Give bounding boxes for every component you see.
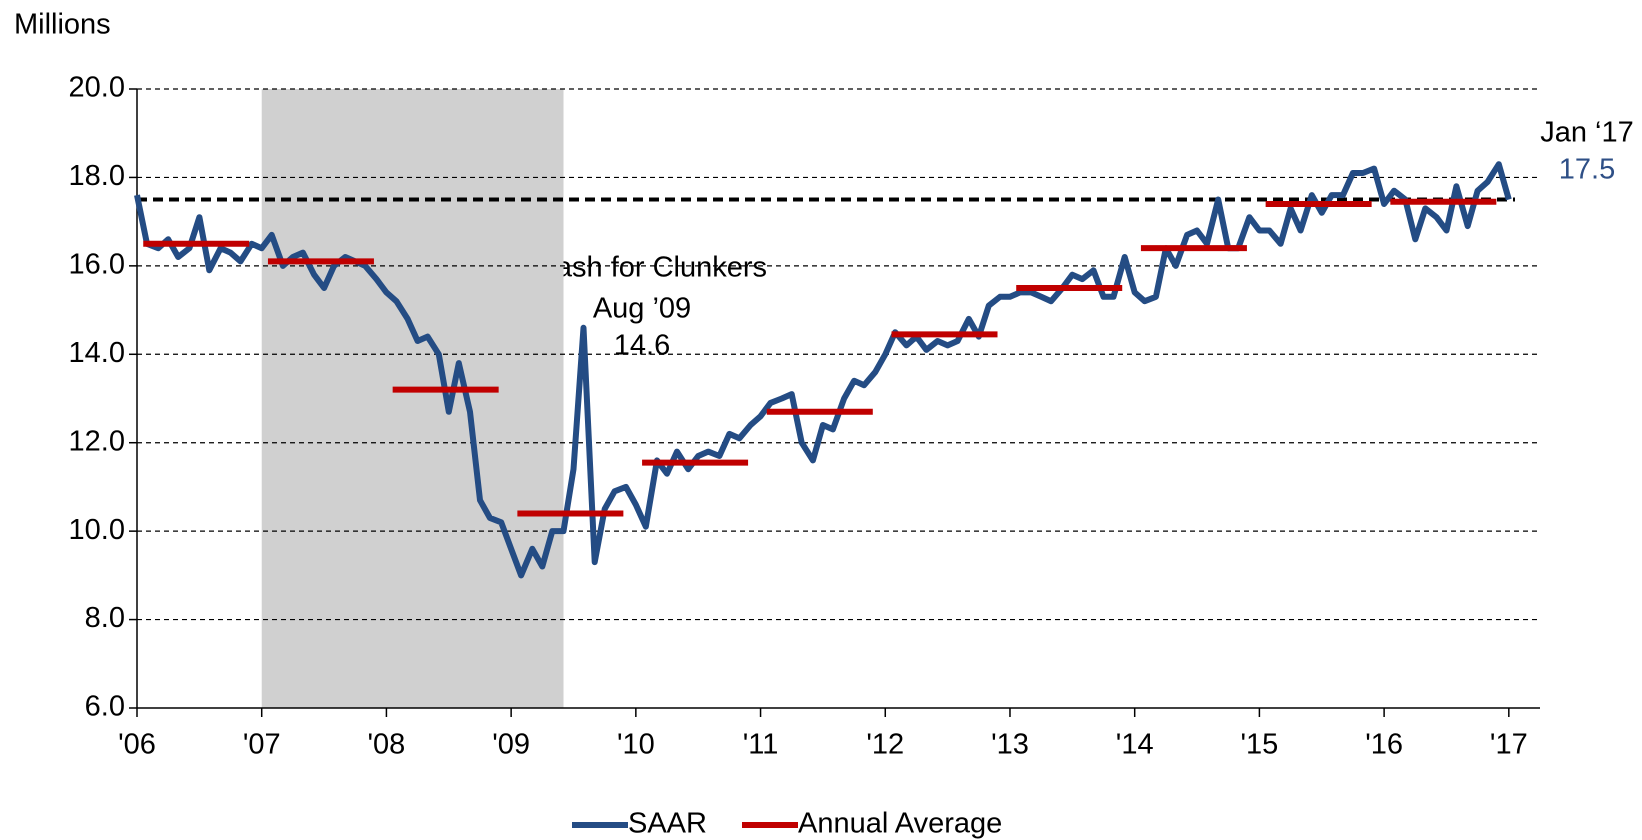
annotation: 14.6 bbox=[614, 330, 670, 362]
annotation: Jan ‘17 bbox=[1540, 117, 1634, 149]
x-tick-label: '11 bbox=[743, 729, 779, 761]
x-tick-label: '06 bbox=[118, 729, 156, 761]
recession-shading bbox=[261, 89, 564, 708]
y-tick-label: 16.0 bbox=[69, 249, 125, 281]
y-tick-label: 20.0 bbox=[69, 72, 125, 104]
x-tick-label: '12 bbox=[866, 729, 904, 761]
x-tick-label: '10 bbox=[617, 729, 655, 761]
x-tick-label: '15 bbox=[1241, 729, 1279, 761]
y-unit-label: Millions bbox=[14, 9, 111, 41]
y-tick-label: 12.0 bbox=[69, 425, 125, 457]
y-tick-label: 6.0 bbox=[85, 691, 125, 723]
x-tick-label: '16 bbox=[1365, 729, 1403, 761]
legend-label: Annual Average bbox=[798, 808, 1002, 840]
x-tick-label: '17 bbox=[1490, 729, 1528, 761]
annotation: Cash for Clunkers bbox=[535, 252, 767, 284]
y-tick-label: 10.0 bbox=[69, 514, 125, 546]
x-tick-label: '08 bbox=[368, 729, 406, 761]
annotation: Aug ’09 bbox=[593, 293, 691, 325]
y-tick-label: 8.0 bbox=[85, 602, 125, 634]
saar-line bbox=[134, 161, 1512, 579]
x-tick-label: '07 bbox=[243, 729, 281, 761]
x-tick-label: '14 bbox=[1116, 729, 1154, 761]
x-tick-label: '09 bbox=[492, 729, 530, 761]
y-tick-label: 18.0 bbox=[69, 160, 125, 192]
legend-label: SAAR bbox=[628, 808, 707, 840]
x-tick-label: '13 bbox=[991, 729, 1029, 761]
annotation: 17.5 bbox=[1559, 154, 1615, 186]
y-tick-label: 14.0 bbox=[69, 337, 125, 369]
